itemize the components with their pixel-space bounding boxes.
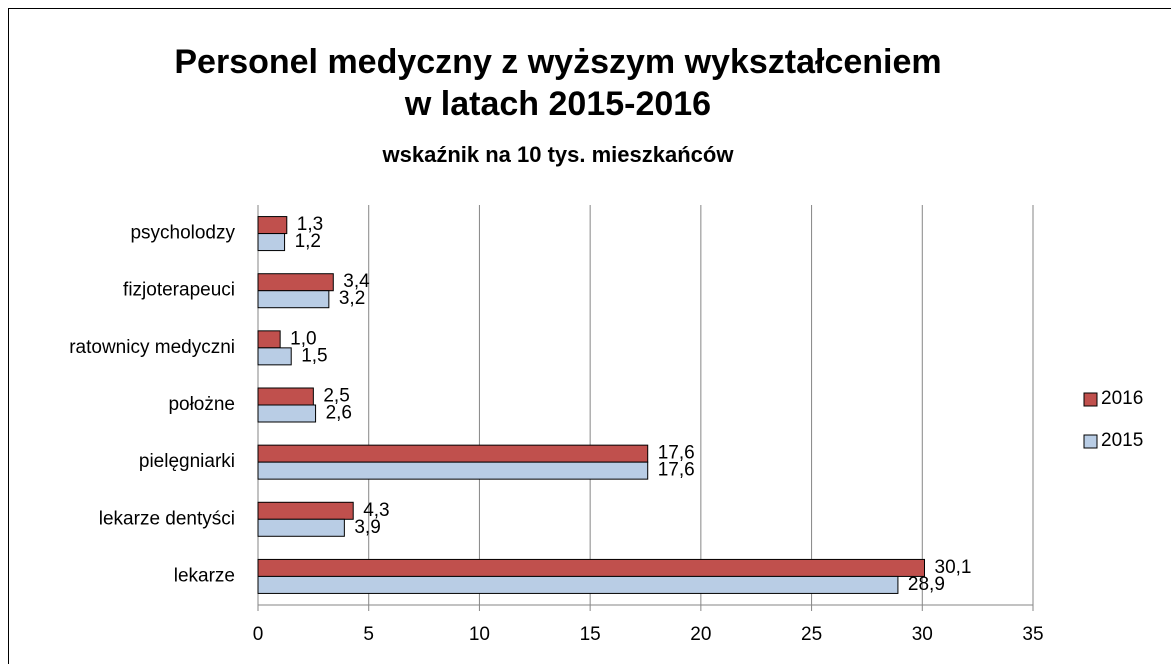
bar — [257, 387, 314, 406]
bar — [257, 216, 288, 235]
y-tick-label: położne — [168, 394, 235, 415]
data-label: 1,5 — [301, 345, 327, 366]
bar — [257, 501, 354, 520]
legend-swatch — [1083, 392, 1098, 407]
chart-subtitle: wskaźnik na 10 tys. mieszkańców — [382, 142, 735, 167]
chart-title: Personel medyczny z wyższym wykształceni… — [174, 43, 941, 81]
bar — [257, 518, 345, 537]
legend-swatch — [1083, 434, 1098, 449]
data-label: 28,9 — [908, 574, 945, 595]
y-tick-label: lekarze — [174, 565, 235, 586]
data-label: 2,6 — [326, 403, 352, 424]
data-label: 2,5 — [323, 386, 349, 407]
bar — [257, 558, 925, 577]
y-tick-label: lekarze dentyści — [99, 508, 235, 529]
x-tick-label: 35 — [1022, 624, 1043, 645]
y-tick-label: psycholodzy — [130, 223, 235, 244]
bar — [257, 444, 649, 463]
data-label: 30,1 — [935, 557, 972, 578]
y-tick-label: ratownicy medyczni — [69, 337, 235, 358]
bar — [257, 347, 292, 366]
bar — [257, 404, 317, 423]
chart-title: w latach 2015-2016 — [404, 85, 711, 123]
x-tick-label: 0 — [253, 624, 264, 645]
data-label: 3,4 — [343, 271, 370, 292]
data-label: 1,0 — [290, 328, 316, 349]
data-label: 3,9 — [354, 517, 380, 538]
bar — [257, 233, 286, 252]
bar — [257, 290, 330, 309]
x-tick-label: 20 — [690, 624, 711, 645]
bar — [257, 273, 334, 292]
legend-label: 2016 — [1101, 388, 1143, 409]
x-tick-label: 30 — [912, 624, 933, 645]
x-tick-label: 10 — [469, 624, 490, 645]
data-label: 1,3 — [297, 214, 323, 235]
x-tick-label: 25 — [801, 624, 822, 645]
legend-label: 2015 — [1101, 430, 1143, 451]
x-tick-label: 15 — [580, 624, 601, 645]
y-tick-label: pielęgniarki — [139, 451, 235, 472]
data-label: 1,2 — [295, 231, 321, 252]
data-label: 3,2 — [339, 288, 365, 309]
bar — [257, 575, 899, 594]
data-label: 17,6 — [658, 460, 695, 481]
data-label: 17,6 — [658, 443, 695, 464]
data-label: 4,3 — [363, 500, 389, 521]
x-tick-label: 5 — [363, 624, 374, 645]
y-tick-label: fizjoterapeuci — [123, 280, 235, 301]
bar — [257, 461, 649, 480]
bar — [257, 330, 281, 349]
